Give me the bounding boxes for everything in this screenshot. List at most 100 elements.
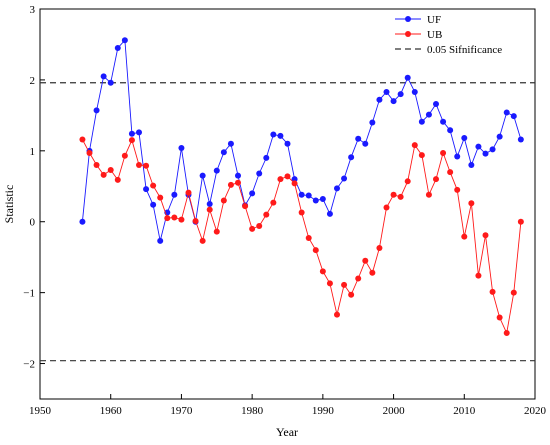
data-point-ub: [454, 186, 461, 193]
legend: UF UB 0.05 Sifnificance: [395, 14, 502, 56]
data-point-ub: [475, 272, 482, 279]
data-point-ub: [510, 289, 517, 296]
data-point-uf: [199, 172, 206, 179]
plot-frame: [39, 8, 536, 400]
data-point-ub: [192, 218, 199, 225]
x-tick-label: 1980: [241, 405, 264, 417]
y-axis-label: Statistic: [2, 185, 16, 224]
series-ub: [79, 136, 524, 337]
data-point-uf: [348, 154, 355, 161]
data-point-uf: [93, 107, 100, 114]
data-point-uf: [369, 119, 376, 126]
data-point-ub: [291, 180, 298, 187]
y-tick-label: 0: [30, 217, 36, 229]
data-point-uf: [468, 162, 475, 168]
data-point-ub: [79, 136, 86, 143]
data-point-uf: [397, 91, 404, 98]
data-point-ub: [242, 203, 249, 210]
data-point-ub: [482, 232, 489, 239]
data-point-ub: [461, 233, 468, 240]
data-point-uf: [100, 73, 107, 80]
data-point-uf: [206, 201, 213, 207]
y-tick-label: 3: [30, 4, 36, 16]
data-point-uf: [418, 118, 425, 125]
x-tick-label: 2010: [453, 405, 476, 417]
series-layer: [79, 37, 524, 337]
data-point-uf: [121, 37, 128, 44]
data-point-ub: [143, 162, 150, 169]
data-point-uf: [517, 136, 524, 143]
data-point-ub: [220, 197, 227, 204]
data-point-ub: [440, 149, 447, 156]
x-tick-label: 2020: [524, 405, 547, 417]
data-point-ub: [433, 176, 439, 183]
data-point-uf: [319, 196, 326, 203]
data-point-uf: [433, 101, 439, 108]
data-point-ub: [496, 314, 503, 321]
legend-marker: [405, 16, 411, 22]
data-point-uf: [376, 96, 383, 103]
data-point-ub: [447, 169, 454, 176]
data-point-uf: [305, 192, 312, 199]
data-point-uf: [157, 237, 164, 244]
x-tick-label: 1990: [312, 405, 335, 417]
data-point-ub: [128, 137, 135, 144]
data-point-ub: [93, 162, 100, 168]
data-point-uf: [270, 131, 277, 138]
data-point-ub: [164, 215, 171, 222]
data-point-uf: [227, 140, 234, 147]
data-point-ub: [157, 194, 164, 201]
data-point-ub: [256, 222, 263, 229]
data-point-uf: [411, 88, 418, 95]
data-point-uf: [454, 153, 461, 160]
data-point-uf: [171, 191, 178, 198]
data-point-ub: [326, 280, 333, 287]
data-point-ub: [489, 288, 496, 295]
legend-label: 0.05 Sifnificance: [427, 44, 502, 56]
y-tick-label: 2: [30, 75, 36, 87]
data-point-uf: [136, 129, 142, 136]
data-point-ub: [341, 281, 348, 288]
data-point-uf: [341, 175, 348, 182]
data-point-ub: [178, 216, 185, 223]
data-point-ub: [362, 257, 369, 264]
series-line-ub: [82, 138, 522, 335]
x-axis: 1950 1960 1970 1980 1990 2000 2010 2020: [29, 394, 547, 417]
y-axis: −2 −1 0 1 2 3: [23, 4, 45, 371]
data-point-uf: [114, 45, 121, 51]
data-point-uf: [425, 111, 432, 118]
data-point-ub: [150, 182, 157, 189]
data-point-uf: [447, 127, 454, 134]
y-tick-label: −1: [23, 288, 35, 300]
data-point-uf: [277, 132, 284, 139]
x-tick-label: 1960: [100, 405, 123, 417]
data-point-uf: [220, 149, 227, 156]
data-point-ub: [227, 181, 234, 188]
data-point-uf: [150, 201, 157, 208]
data-point-uf: [107, 79, 114, 86]
data-point-ub: [468, 200, 475, 207]
data-point-ub: [206, 206, 213, 213]
data-point-uf: [475, 143, 482, 150]
data-point-ub: [100, 171, 107, 178]
data-point-ub: [284, 173, 291, 180]
data-point-ub: [355, 275, 362, 282]
data-point-ub: [418, 152, 425, 159]
legend-marker: [405, 31, 411, 37]
y-tick-label: −2: [23, 359, 35, 371]
data-point-uf: [383, 88, 390, 95]
data-point-uf: [256, 170, 263, 177]
x-tick-label: 1970: [170, 405, 193, 417]
data-point-uf: [213, 167, 220, 174]
data-point-uf: [128, 130, 135, 137]
data-point-uf: [390, 98, 397, 105]
data-point-ub: [213, 228, 220, 235]
data-point-ub: [298, 209, 305, 216]
data-point-uf: [263, 154, 270, 161]
data-point-ub: [376, 244, 383, 251]
significance-lines: [40, 82, 535, 362]
data-point-uf: [404, 74, 411, 81]
data-point-uf: [249, 190, 256, 197]
data-point-ub: [383, 204, 390, 211]
data-point-ub: [397, 193, 404, 200]
